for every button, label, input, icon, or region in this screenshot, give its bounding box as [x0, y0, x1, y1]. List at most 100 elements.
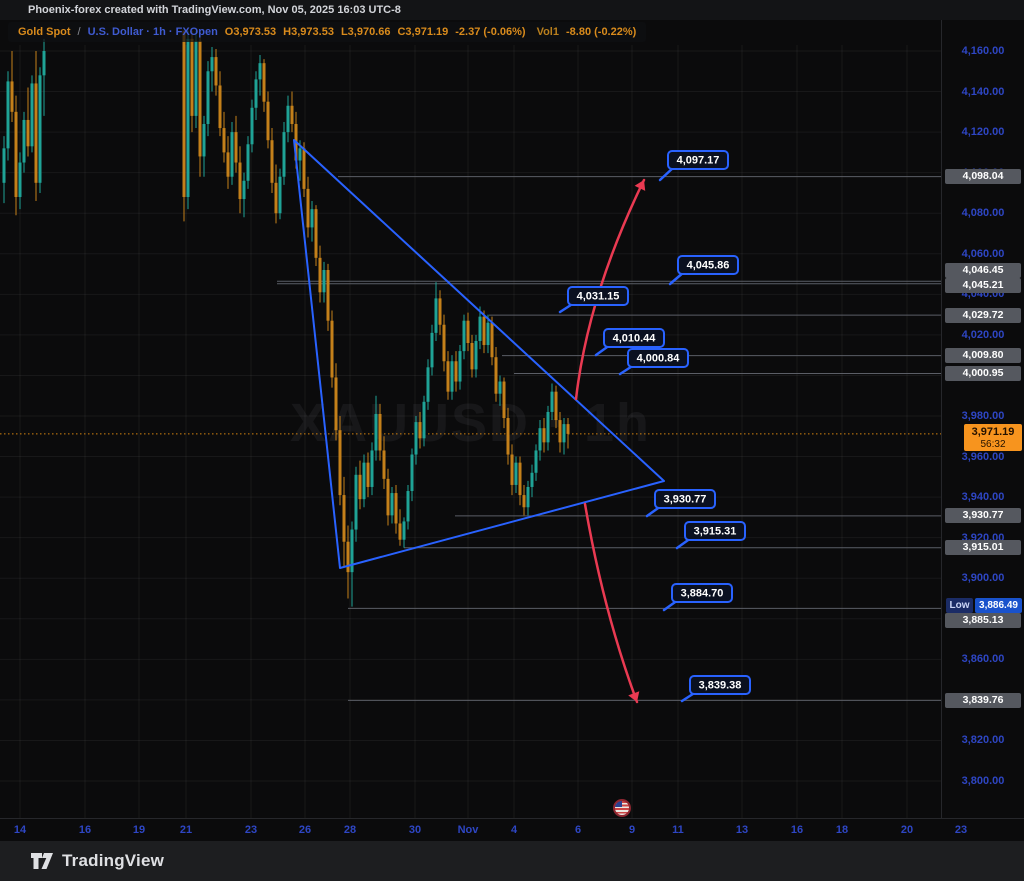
candle-body	[326, 270, 330, 321]
price-callout-text: 4,097.17	[677, 155, 720, 167]
candle-body	[470, 343, 474, 370]
time-tick-label: 13	[735, 824, 749, 836]
high-value: H3,973.53	[283, 26, 334, 38]
price-callout[interactable]	[567, 286, 629, 306]
event-flag-icon[interactable]	[613, 799, 631, 817]
candle-body	[282, 132, 286, 177]
price-callout[interactable]	[603, 328, 665, 348]
price-callout[interactable]	[667, 150, 729, 170]
price-tick-label: 4,160.00	[961, 45, 1005, 57]
time-tick-label: 20	[900, 824, 914, 836]
tradingview-logo[interactable]: TradingView	[30, 851, 164, 871]
candle-body	[514, 462, 518, 485]
price-callout[interactable]	[654, 489, 716, 509]
price-level-label: 3,915.01	[945, 540, 1021, 556]
bearish-breakdown-arrow-head	[628, 691, 640, 702]
candle-body	[314, 209, 318, 258]
time-axis[interactable]: 14 16 19 21 23 26 28 30 Nov 4 6 9 11 13 16 18 20 23	[0, 818, 1024, 842]
candle-body	[206, 71, 210, 125]
candle-body	[266, 101, 270, 141]
low-marker-value: 3,886.49	[975, 598, 1022, 613]
price-tick-label: 4,140.00	[961, 85, 1005, 98]
candle-body	[370, 450, 374, 487]
candle-body	[486, 322, 490, 346]
candle-body	[242, 180, 246, 200]
symbol-market-interval[interactable]: U.S. Dollar · 1h · FXOpen	[87, 26, 218, 38]
bullish-breakout-arrow-head	[634, 180, 646, 191]
triangle-pattern-trendlines[interactable]	[293, 139, 665, 569]
candle-body	[466, 320, 470, 344]
candle-body	[546, 411, 550, 443]
candle-body	[338, 430, 342, 496]
current-price-value: 3,971.19	[971, 426, 1015, 438]
price-callout-text: 3,930.77	[664, 494, 707, 506]
price-level-label: 3,839.76	[945, 692, 1021, 708]
candle-body	[542, 428, 546, 443]
candle-body	[438, 298, 442, 325]
price-callout[interactable]	[677, 255, 739, 275]
candle-body	[198, 40, 202, 157]
candle-body	[522, 495, 526, 508]
candle-body	[38, 75, 42, 183]
candle-body	[390, 493, 394, 516]
price-callout[interactable]	[671, 583, 733, 603]
candle-body	[234, 132, 238, 163]
time-tick-label: 16	[790, 824, 804, 836]
time-tick-label: 11	[672, 824, 684, 836]
current-price-label: 3,971.19 56:32	[964, 424, 1022, 451]
candle-body	[554, 391, 558, 421]
price-callout[interactable]	[689, 675, 751, 695]
price-level-label: 3,930.77	[945, 508, 1021, 524]
symbol-legend[interactable]: Gold Spot / U.S. Dollar · 1h · FXOpen O3…	[8, 22, 647, 42]
candle-body	[382, 450, 386, 479]
price-callout-text: 3,884.70	[681, 588, 724, 600]
tradingview-logo-text: TradingView	[62, 851, 165, 870]
candle-body	[510, 454, 514, 485]
candle-body	[214, 57, 218, 86]
candle-body	[302, 148, 306, 189]
price-axis[interactable]: 4,160.004,140.004,120.004,100.004,080.00…	[941, 0, 1024, 818]
volume-change-value: -8.80 (-0.22%)	[565, 26, 637, 38]
candle-body	[430, 332, 434, 368]
candle-body	[34, 83, 38, 183]
price-level-label: 4,000.95	[945, 366, 1021, 382]
candle-body	[210, 57, 214, 72]
candle-body	[366, 462, 370, 487]
candle-body	[394, 493, 398, 524]
bearish-breakdown-arrow[interactable]	[583, 502, 639, 704]
candle-body	[494, 357, 498, 394]
candle-body	[454, 361, 458, 382]
low-value: L3,970.66	[340, 26, 391, 38]
candle-body	[506, 418, 510, 455]
candle-body	[346, 541, 350, 573]
price-level-label: 4,029.72	[945, 307, 1021, 323]
flag-canton	[615, 801, 622, 807]
candle-body	[194, 40, 198, 116]
time-tick-label: 16	[78, 824, 92, 836]
symbol-name[interactable]: Gold Spot	[18, 26, 71, 38]
attribution-bar: Phoenix-forex created with TradingView.c…	[0, 0, 1024, 20]
low-marker-chip: Low	[946, 598, 973, 613]
time-tick-label: 23	[954, 824, 968, 836]
candle-body	[222, 128, 226, 153]
time-tick-label: 6	[574, 824, 582, 836]
price-callout-text: 4,000.84	[637, 353, 681, 365]
candle-body	[246, 144, 250, 181]
price-callout[interactable]	[684, 521, 746, 541]
price-tick-label: 3,800.00	[961, 775, 1005, 787]
price-tick-label: 4,080.00	[961, 207, 1005, 220]
candle-body	[426, 367, 430, 402]
candle-body	[562, 424, 566, 443]
price-chart-canvas[interactable]: 4,097.17 4,045.86 4,031.15 4,010.44 4,000.84…	[0, 0, 941, 818]
price-callout[interactable]	[627, 348, 689, 368]
candle-body	[190, 38, 194, 116]
candle-body	[518, 462, 522, 496]
change-value: -2.37 (-0.06%)	[455, 26, 526, 38]
candle-body	[566, 424, 570, 434]
time-tick-label: 18	[835, 824, 849, 836]
candle-body	[238, 162, 242, 200]
price-level-label: 3,885.13	[945, 612, 1021, 628]
price-tick-label: 3,960.00	[961, 450, 1005, 463]
attribution-text: Phoenix-forex created with TradingView.c…	[28, 4, 401, 16]
candle-body	[290, 105, 294, 125]
